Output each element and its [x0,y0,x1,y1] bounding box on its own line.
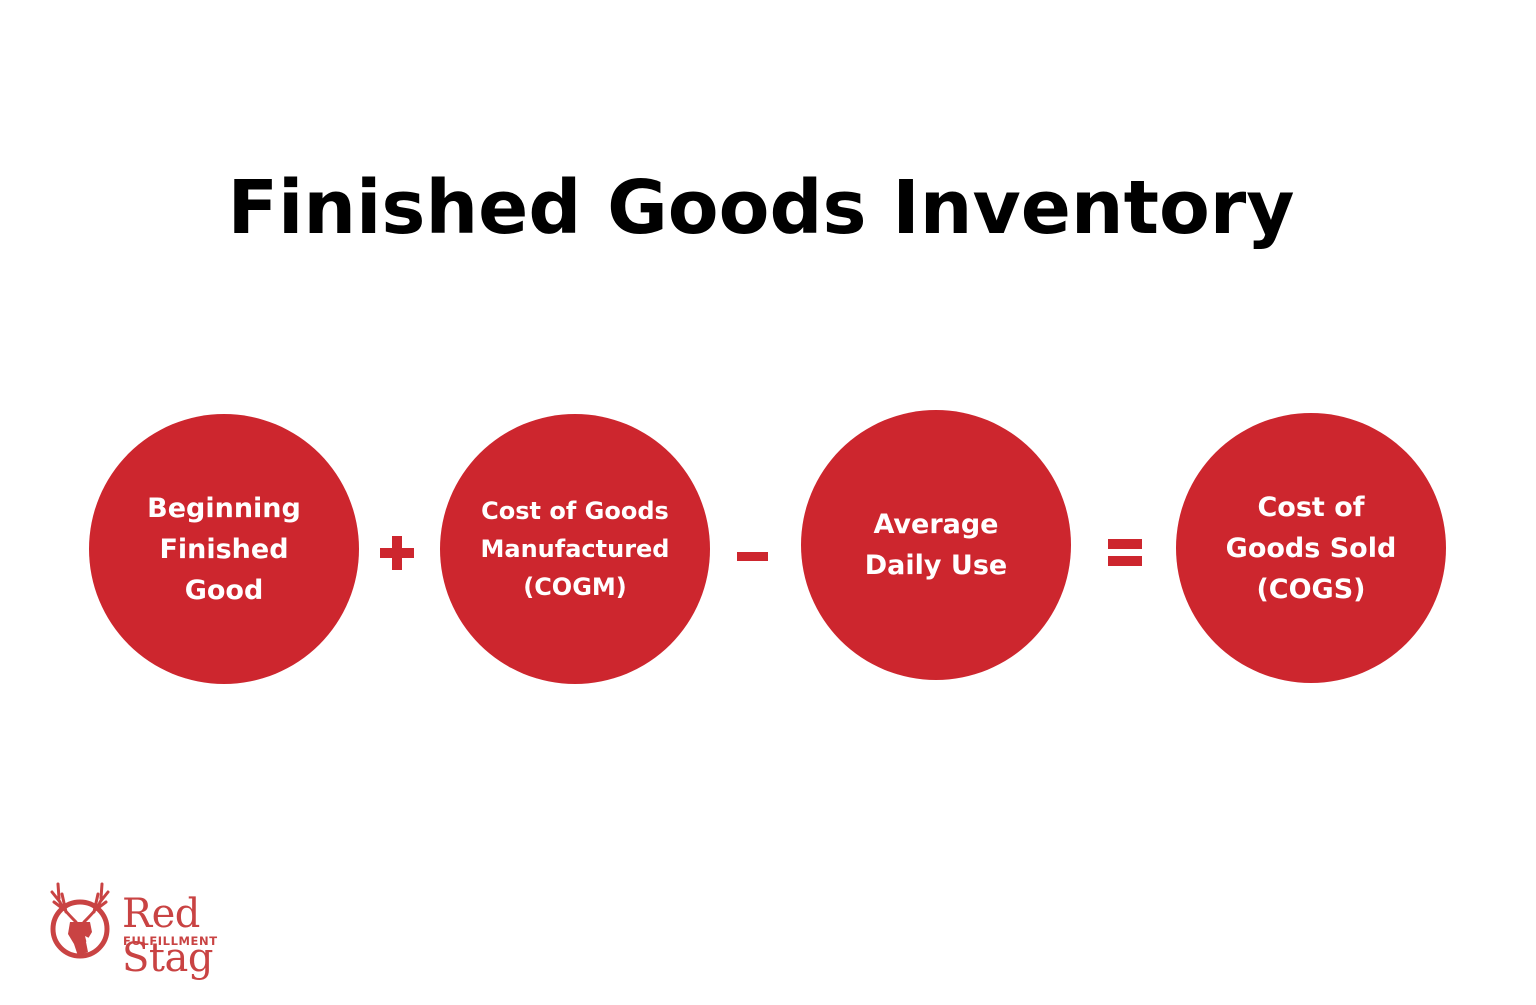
plus-operator-icon [380,536,414,570]
logo-wordmark: Red Stag [122,891,213,981]
brand-logo: Red Stag FULFILLMENT [48,878,298,980]
stag-head-icon [50,882,110,959]
term-label: Cost of Goods Manufactured (COGM) [480,497,670,601]
term-average-daily-use: Average Daily Use [801,410,1071,680]
minus-operator-icon [737,552,768,561]
equals-operator-icon [1108,539,1142,567]
logo-tagline: FULFILLMENT [123,934,218,948]
page-title: Finished Goods Inventory [227,165,1295,251]
term-cost-of-goods-sold: Cost of Goods Sold (COGS) [1176,413,1446,683]
term-cost-of-goods-manufactured: Cost of Goods Manufactured (COGM) [440,414,710,684]
term-beginning-finished-good: Beginning Finished Good [89,414,359,684]
term-label: Beginning Finished Good [147,492,301,606]
term-label: Average Daily Use [864,509,1008,581]
term-label: Cost of Goods Sold (COGS) [1225,491,1397,605]
